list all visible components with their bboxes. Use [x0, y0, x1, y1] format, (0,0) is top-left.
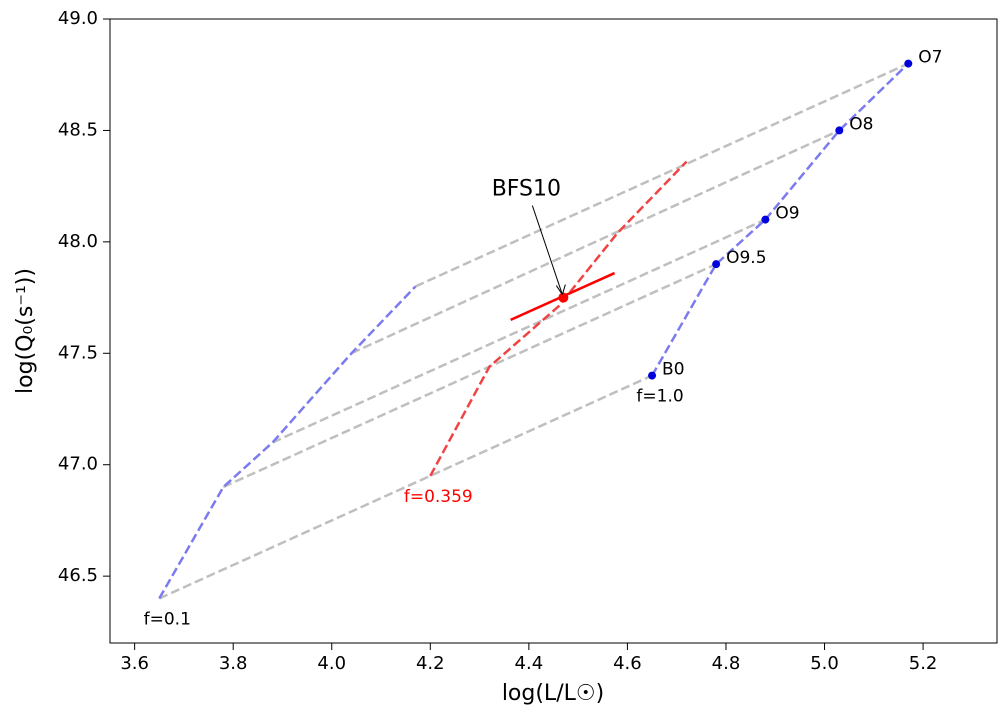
- track-label: f=1.0: [636, 387, 683, 407]
- point-label: O9.5: [726, 248, 766, 268]
- track-label: f=0.1: [144, 609, 191, 629]
- object-point: [558, 292, 569, 303]
- connector-line: [222, 263, 717, 489]
- y-tick-label: 46.5: [58, 565, 98, 586]
- connector-line: [415, 62, 909, 288]
- annotation-arrow: [531, 205, 563, 295]
- connector-line: [350, 129, 840, 355]
- x-tick-label: 4.8: [712, 653, 741, 674]
- connector-line: [272, 218, 766, 444]
- connector-line: [158, 374, 653, 600]
- x-tick-label: 3.8: [219, 653, 248, 674]
- x-tick-label: 4.4: [515, 653, 544, 674]
- star-point: [904, 59, 913, 68]
- y-tick-label: 48.5: [58, 119, 98, 140]
- track-line: [650, 62, 910, 377]
- y-axis-label: log(Q₀(s⁻¹)): [13, 268, 38, 394]
- y-tick-label: 49.0: [58, 8, 98, 29]
- y-tick-label: 48.0: [58, 231, 98, 252]
- point-label: B0: [662, 360, 684, 380]
- annotation-label: BFS10: [492, 177, 561, 202]
- annotation-arrowhead: [555, 284, 566, 295]
- plot-frame: [109, 18, 998, 644]
- point-label: O9: [775, 204, 799, 224]
- star-point: [761, 215, 770, 224]
- track-line: [429, 160, 688, 477]
- star-point: [648, 371, 657, 380]
- point-label: O7: [918, 48, 942, 68]
- track-label: f=0.359: [404, 487, 473, 507]
- x-tick-label: 4.6: [613, 653, 642, 674]
- star-point: [835, 126, 844, 135]
- x-tick-label: 3.6: [120, 653, 149, 674]
- y-tick-label: 47.0: [58, 454, 98, 475]
- x-tick-label: 5.0: [810, 653, 839, 674]
- x-tick-label: 5.2: [909, 653, 938, 674]
- x-tick-label: 4.0: [317, 653, 346, 674]
- x-axis-label: log(L/L☉): [502, 681, 604, 706]
- x-tick-label: 4.2: [416, 653, 445, 674]
- y-tick-label: 47.5: [58, 342, 98, 363]
- point-label: O8: [849, 114, 873, 134]
- track-line: [158, 285, 417, 600]
- star-point: [712, 260, 721, 269]
